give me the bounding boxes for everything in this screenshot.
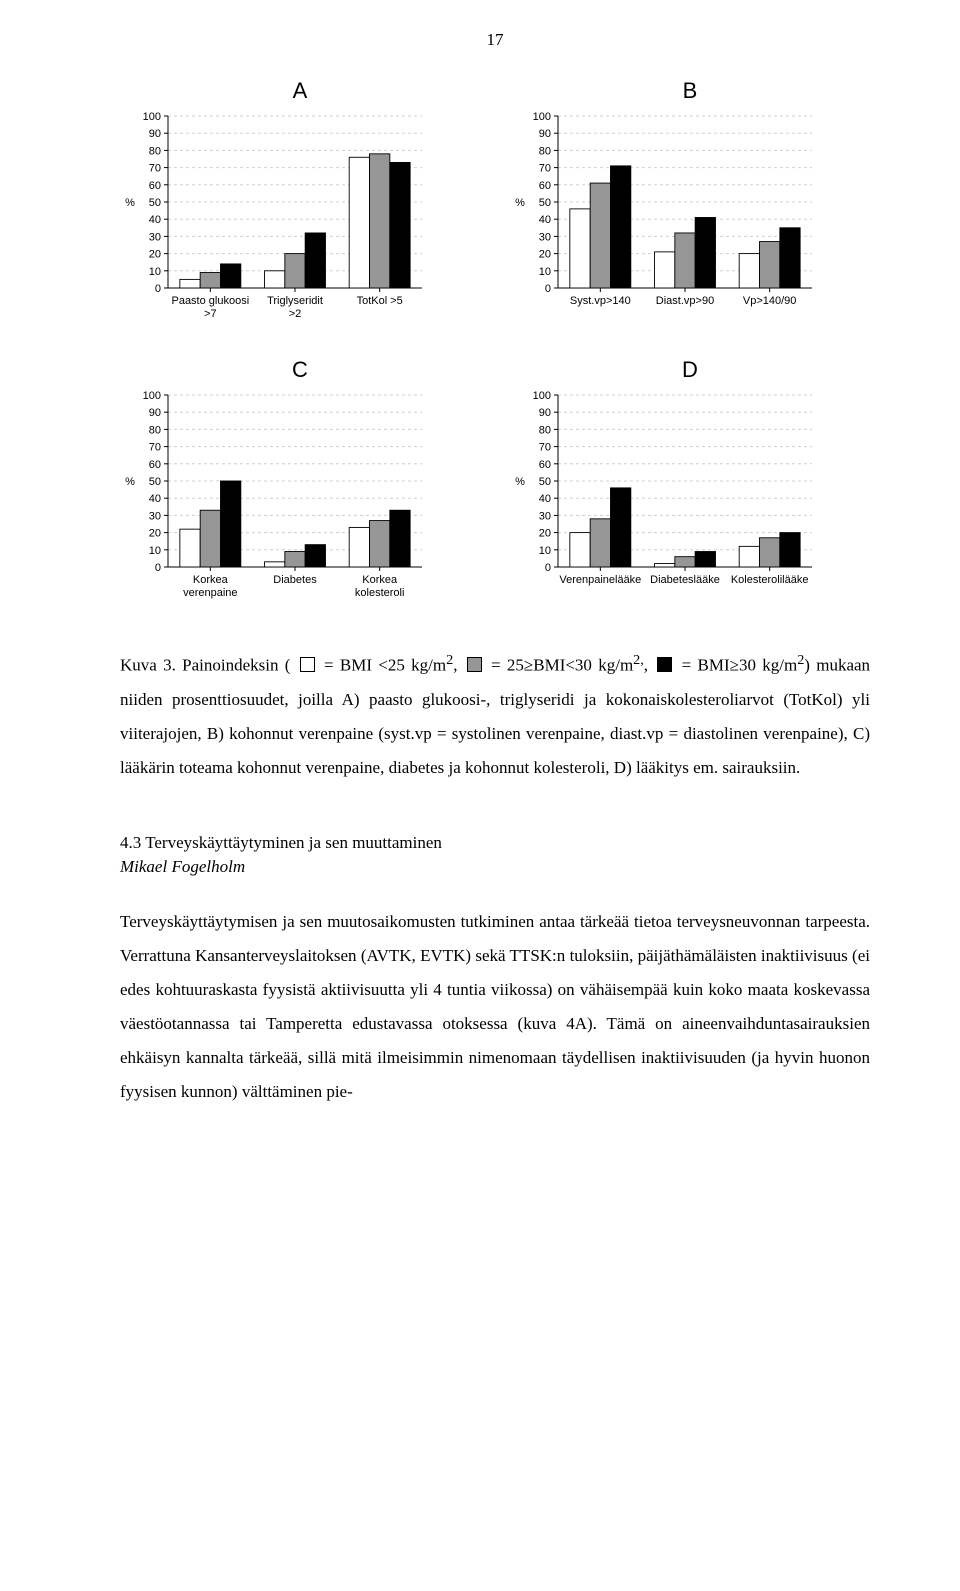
svg-text:100: 100	[533, 111, 551, 123]
svg-text:80: 80	[149, 424, 161, 436]
panel-label: D	[510, 357, 870, 383]
svg-text:60: 60	[539, 180, 551, 192]
svg-text:60: 60	[149, 459, 161, 471]
svg-text:80: 80	[149, 145, 161, 157]
svg-text:40: 40	[149, 493, 161, 505]
svg-text:50: 50	[149, 197, 161, 209]
svg-text:>2: >2	[289, 308, 302, 320]
svg-text:0: 0	[155, 562, 161, 574]
svg-text:90: 90	[149, 407, 161, 419]
panel-label: A	[120, 78, 480, 104]
svg-text:60: 60	[539, 459, 551, 471]
superscript: 2,	[633, 652, 644, 668]
svg-text:90: 90	[539, 407, 551, 419]
svg-text:30: 30	[539, 510, 551, 522]
figure-caption: Kuva 3. Painoindeksin ( = BMI <25 kg/m 2,…	[120, 646, 870, 785]
svg-text:40: 40	[149, 214, 161, 226]
chart-grid: A 0102030405060708090100%Paasto glukoosi…	[120, 78, 870, 611]
svg-text:100: 100	[533, 390, 551, 402]
caption-text: = BMI <25 kg/m	[324, 656, 446, 675]
section-author: Mikael Fogelholm	[120, 857, 870, 877]
svg-text:Paasto glukoosi: Paasto glukoosi	[171, 295, 249, 307]
svg-text:70: 70	[149, 442, 161, 454]
svg-text:Diast.vp>90: Diast.vp>90	[656, 295, 714, 307]
svg-text:Diabetes: Diabetes	[273, 574, 317, 586]
svg-text:40: 40	[539, 493, 551, 505]
svg-text:80: 80	[539, 424, 551, 436]
svg-text:20: 20	[539, 528, 551, 540]
legend-swatch-black	[657, 657, 672, 672]
svg-text:20: 20	[149, 528, 161, 540]
svg-text:50: 50	[539, 476, 551, 488]
caption-text: ,	[644, 656, 655, 675]
svg-text:60: 60	[149, 180, 161, 192]
bar-chart: 0 10 20 30 40 50 60 70 80 90 100% Verenpainelääke Di…	[510, 387, 820, 611]
svg-text:>7: >7	[204, 308, 217, 320]
svg-text:90: 90	[539, 128, 551, 140]
svg-text:10: 10	[539, 266, 551, 278]
svg-text:Syst.vp>140: Syst.vp>140	[570, 295, 631, 307]
svg-text:20: 20	[539, 249, 551, 261]
svg-text:Triglyseridit: Triglyseridit	[267, 295, 323, 307]
svg-text:10: 10	[149, 266, 161, 278]
panel-label: B	[510, 78, 870, 104]
svg-text:40: 40	[539, 214, 551, 226]
svg-text:0: 0	[155, 283, 161, 295]
svg-text:30: 30	[149, 510, 161, 522]
svg-text:Korkea: Korkea	[362, 574, 398, 586]
svg-text:70: 70	[149, 163, 161, 175]
legend-swatch-white	[300, 657, 315, 672]
svg-text:50: 50	[539, 197, 551, 209]
caption-text: ,	[453, 656, 464, 675]
svg-text:50: 50	[149, 476, 161, 488]
bar-chart: 0 10 20 30 40 50 60 70 80 90 100% Paasto glukoosi>7…	[120, 108, 430, 332]
svg-text:%: %	[515, 197, 525, 209]
svg-text:%: %	[515, 476, 525, 488]
svg-text:verenpaine: verenpaine	[183, 587, 237, 599]
caption-text: = BMI≥30 kg/m	[682, 656, 798, 675]
legend-swatch-gray	[467, 657, 482, 672]
svg-text:%: %	[125, 197, 135, 209]
chart-panel-b: B 0 10 20 30 40 50 60 70 80 90 100% Syst.vp>140 Dias…	[510, 78, 870, 332]
svg-text:0: 0	[545, 283, 551, 295]
svg-text:Vp>140/90: Vp>140/90	[743, 295, 797, 307]
svg-text:Verenpainelääke: Verenpainelääke	[559, 574, 641, 586]
svg-text:10: 10	[539, 545, 551, 557]
body-paragraph: Terveyskäyttäytymisen ja sen muutosaikom…	[120, 905, 870, 1109]
svg-text:70: 70	[539, 442, 551, 454]
svg-text:20: 20	[149, 249, 161, 261]
svg-text:100: 100	[143, 390, 161, 402]
caption-text: = 25≥BMI<30 kg/m	[491, 656, 633, 675]
chart-panel-a: A 0 10 20 30 40 50 60 70 80 90 100% Paasto glukoosi…	[120, 78, 480, 332]
svg-text:0: 0	[545, 562, 551, 574]
bar-chart: 0 10 20 30 40 50 60 70 80 90 100% Syst.vp>140 Diast.…	[510, 108, 820, 332]
svg-text:100: 100	[143, 111, 161, 123]
svg-text:%: %	[125, 476, 135, 488]
panel-label: C	[120, 357, 480, 383]
page-number: 17	[120, 30, 870, 50]
bar-chart: 0102030405060708090100%KorkeaverenpaineD…	[120, 387, 430, 611]
svg-text:Korkea: Korkea	[193, 574, 229, 586]
svg-text:30: 30	[149, 231, 161, 243]
page: 17 A 0102030405060708090100%Paasto gluko…	[0, 0, 960, 1186]
svg-text:30: 30	[539, 231, 551, 243]
caption-text: Kuva 3. Painoindeksin (	[120, 656, 290, 675]
chart-panel-d: D 0 10 20 30 40 50 60 70 80 90 100% Verenpainelääke…	[510, 357, 870, 611]
svg-text:TotKol >5: TotKol >5	[357, 295, 403, 307]
chart-panel-c: C 0102030405060708090100%Korkeaverenpain…	[120, 357, 480, 611]
svg-text:70: 70	[539, 163, 551, 175]
svg-text:Kolesterolilääke: Kolesterolilääke	[731, 574, 809, 586]
svg-text:10: 10	[149, 545, 161, 557]
section-heading: 4.3 Terveyskäyttäytyminen ja sen muuttam…	[120, 833, 870, 853]
svg-text:Diabeteslääke: Diabeteslääke	[650, 574, 720, 586]
svg-text:kolesteroli: kolesteroli	[355, 587, 405, 599]
svg-text:80: 80	[539, 145, 551, 157]
svg-text:90: 90	[149, 128, 161, 140]
